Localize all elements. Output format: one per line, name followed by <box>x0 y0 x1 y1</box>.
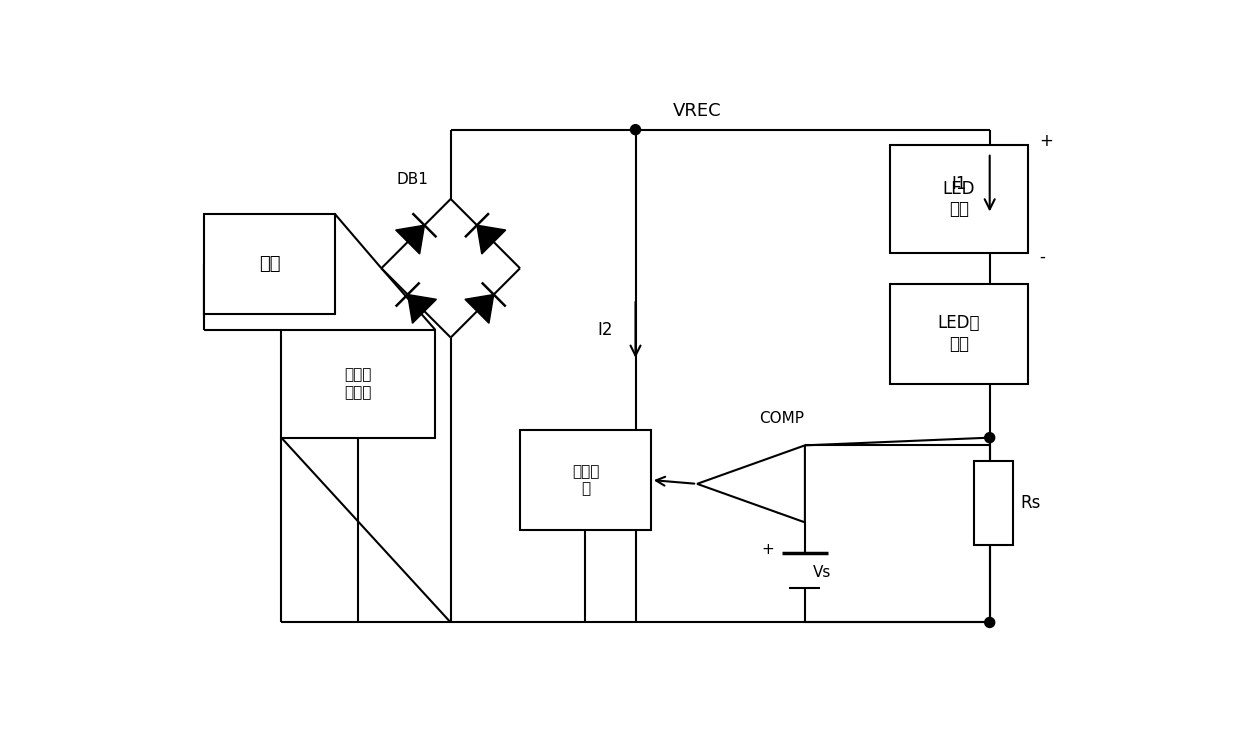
Text: LED
单元: LED 单元 <box>942 180 975 218</box>
Text: +: + <box>761 542 774 557</box>
Polygon shape <box>697 446 805 523</box>
Bar <box>520 430 651 530</box>
Text: 可控璑
调光器: 可控璑 调光器 <box>345 368 372 400</box>
Text: VREC: VREC <box>673 103 722 120</box>
Text: I2: I2 <box>596 321 613 339</box>
Text: +: + <box>1040 132 1054 150</box>
Bar <box>205 214 335 314</box>
Bar <box>975 461 1013 545</box>
Text: COMP: COMP <box>759 411 805 426</box>
Bar <box>889 283 1028 384</box>
Text: -: - <box>775 450 781 469</box>
Text: I1: I1 <box>951 175 967 192</box>
Text: Rs: Rs <box>1021 494 1040 512</box>
Text: 市电: 市电 <box>259 255 280 273</box>
Text: Vs: Vs <box>812 564 831 580</box>
Circle shape <box>985 617 994 628</box>
Circle shape <box>630 125 641 134</box>
Text: -: - <box>1040 247 1045 266</box>
Text: +: + <box>770 499 786 518</box>
Circle shape <box>985 432 994 443</box>
Text: DB1: DB1 <box>397 172 428 187</box>
Text: LED电
流源: LED电 流源 <box>937 314 980 353</box>
Bar <box>281 330 435 437</box>
Polygon shape <box>465 294 494 323</box>
Bar <box>889 145 1028 252</box>
Polygon shape <box>408 294 436 323</box>
Polygon shape <box>396 225 424 254</box>
Polygon shape <box>477 225 506 254</box>
Text: 负载电
路: 负载电 路 <box>572 464 599 496</box>
